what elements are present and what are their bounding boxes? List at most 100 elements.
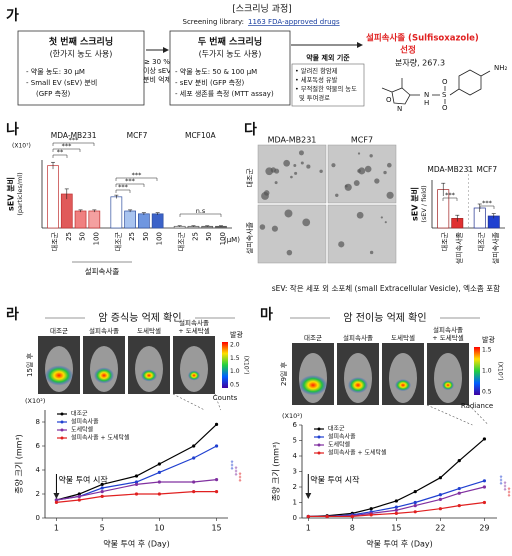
significance: *** <box>231 466 239 477</box>
x-tick-label: 1 <box>54 524 59 533</box>
colorbar-tick: 1.0 <box>230 368 240 375</box>
panel-letter: 나 <box>6 122 19 138</box>
atom: O <box>386 96 392 104</box>
point <box>157 480 161 484</box>
x-tick-label: 1 <box>306 524 311 533</box>
legend-marker <box>60 428 64 432</box>
vesicle <box>384 221 387 224</box>
panel-letter: 다 <box>244 122 257 138</box>
point <box>413 490 417 494</box>
y-tick-label: 8 <box>36 418 40 426</box>
vesicle <box>344 183 352 191</box>
exclusion-box <box>291 63 365 107</box>
point <box>394 499 398 503</box>
exclusion-item: • 세포독성 유발 <box>295 75 338 84</box>
point <box>457 486 461 491</box>
x-label: 약물 투여 후 (Day) <box>103 539 169 549</box>
y-tick-label: 2 <box>36 490 40 498</box>
x-tick-label: 29 <box>479 524 489 533</box>
signal <box>188 370 200 381</box>
box-item: (GFP 측정) <box>36 89 71 98</box>
y-tick-label: 6 <box>36 442 41 450</box>
significance: *** <box>132 171 143 179</box>
mouse <box>389 353 417 403</box>
point <box>157 470 161 474</box>
point <box>77 492 81 496</box>
day-label: 15일 후 <box>25 352 34 377</box>
significance-bracket <box>115 177 158 181</box>
vesicle <box>259 224 266 230</box>
exclusion-title: 약물 제외 기준 <box>306 53 350 62</box>
x-tick-label: 설피속사졸 <box>491 231 500 264</box>
point <box>192 456 196 460</box>
significance-bracket <box>442 197 458 201</box>
x-tick-label: 8 <box>350 524 355 533</box>
colorbar-unit: (X10⁷) <box>243 356 250 375</box>
point <box>100 490 104 494</box>
point <box>214 490 219 494</box>
exclusion-item: • 부적절한 약물의 농도 <box>295 84 357 93</box>
point <box>100 494 104 498</box>
point <box>413 510 417 514</box>
point <box>438 497 442 501</box>
colorbar-label: Radiance <box>461 402 493 410</box>
bar <box>138 213 150 229</box>
point <box>482 437 487 441</box>
point <box>214 478 219 482</box>
group-label: 도세탁셀 <box>137 326 161 335</box>
structure <box>381 69 491 105</box>
micrographs <box>257 144 397 264</box>
mouse <box>180 346 208 392</box>
exclusion-item: • 알려진 항암제 <box>295 66 338 75</box>
unit-label: (μM) <box>224 236 240 244</box>
footnote: sEV: 작은 세포 외 소포체 (small Extracellular Ve… <box>272 283 500 293</box>
legend-label: 설피속사졸 + 도세탁셀 <box>328 449 387 457</box>
legend-label: 설피속사졸 + 도세탁셀 <box>71 434 130 442</box>
significance: *** <box>62 142 73 150</box>
vesicle <box>284 209 293 218</box>
group-label: + 도세탁셀 <box>432 333 463 342</box>
vesicle <box>357 169 361 173</box>
imaging-title: 암 전이능 억제 확인 <box>343 312 426 324</box>
significance: *** <box>69 136 80 144</box>
legend-marker <box>317 427 321 431</box>
signal <box>395 379 411 392</box>
significance-bracket <box>479 205 495 209</box>
y-tick-label: 3 <box>293 468 297 476</box>
bar <box>124 210 136 229</box>
signal <box>94 367 114 384</box>
box-item: - 약물 농도: 30 μM <box>26 67 85 76</box>
vesicle <box>380 216 383 219</box>
guide <box>468 404 489 426</box>
x-tick-label: 15 <box>391 524 401 533</box>
significance: ** <box>57 148 64 156</box>
point <box>457 459 461 463</box>
vesicle <box>364 165 372 173</box>
bar <box>88 210 101 229</box>
colorbar-tick: 1.5 <box>482 347 492 354</box>
colorbar-tick: 0.5 <box>482 389 492 396</box>
significance-bracket <box>52 154 68 158</box>
atom: N <box>397 105 402 113</box>
vesicle <box>286 249 293 256</box>
annotation: 약물 투여 시작 <box>58 475 108 485</box>
colorbar-unit: (X10⁷) <box>497 362 504 381</box>
vesicle <box>294 171 298 175</box>
guide <box>214 393 221 411</box>
significance: *** <box>118 183 129 191</box>
point <box>394 511 398 515</box>
colorbar-tick: 2.0 <box>230 342 240 349</box>
significance: n.s <box>196 207 206 215</box>
legend-label: 도세탁셀 <box>71 426 94 434</box>
point <box>325 514 329 519</box>
group-label: + 도세탁셀 <box>178 326 209 335</box>
point <box>394 505 398 509</box>
vesicle <box>374 178 380 184</box>
scale-label: (X10²) <box>282 412 302 420</box>
y-tick-label: 0 <box>293 514 297 522</box>
x-tick-label: 25 <box>128 232 136 241</box>
point <box>100 486 104 490</box>
vesicle <box>357 152 361 155</box>
